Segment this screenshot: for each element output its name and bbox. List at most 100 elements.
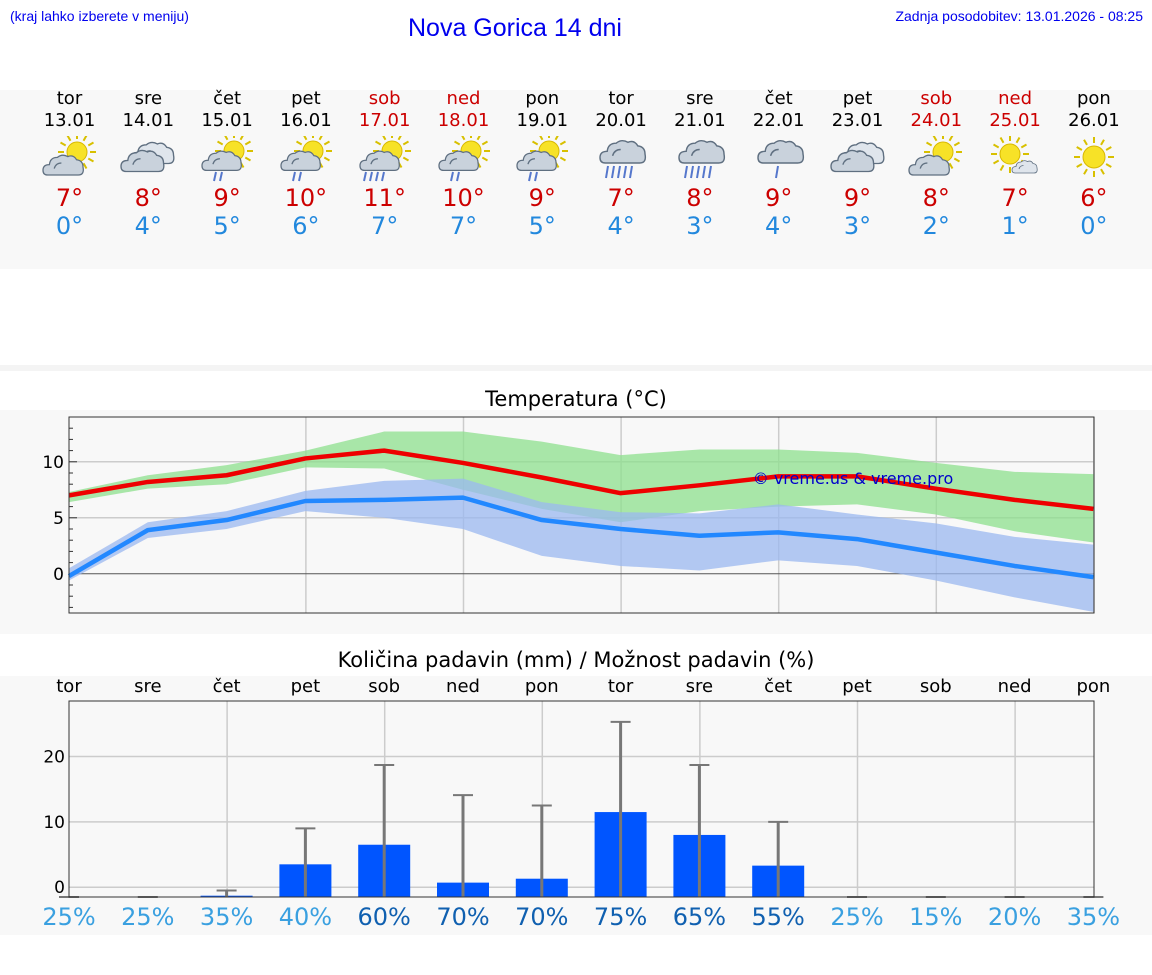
max-temperature: 8° (922, 184, 950, 212)
precip-probability: 35% (199, 903, 254, 931)
day-name: pon (525, 88, 560, 109)
daily-forecast-strip: tor 13.01 7° 0° sre 14.01 8° 4° čet 15.01 9° 5° p… (0, 88, 1152, 268)
day-forecast: ned 25.01 7° 1° (976, 88, 1055, 240)
max-temperature: 11° (363, 184, 406, 212)
day-date: 19.01 (516, 110, 569, 131)
partly-cloudy-icon (41, 136, 96, 176)
day-name: ned (446, 88, 481, 109)
day-date: 15.01 (201, 110, 253, 131)
day-name: čet (213, 88, 242, 109)
min-temperature-line (67, 495, 1094, 580)
max-temperature: 9° (213, 184, 241, 212)
day-forecast: čet 22.01 9° 4° (739, 88, 818, 240)
precip-day-label: pon (524, 676, 559, 697)
max-temperature: 9° (843, 184, 872, 212)
precip-day-label: pet (842, 676, 872, 697)
precip-day-label: čet (212, 676, 241, 697)
precip-day-label: pet (290, 676, 321, 697)
day-date: 25.01 (989, 110, 1041, 131)
plot-frame (68, 416, 1095, 614)
day-forecast: čet 15.01 9° 5° (188, 88, 267, 240)
min-temperature: 4° (607, 212, 635, 240)
precip-probability: 65% (672, 903, 727, 931)
sun-cloud-light-rain-icon (201, 136, 254, 182)
max-temperature: 10° (284, 184, 328, 212)
day-date: 21.01 (674, 110, 726, 131)
sun-icon (1073, 137, 1114, 177)
precip-day-label: pon (1076, 676, 1111, 697)
max-temperature: 8° (686, 184, 714, 212)
temperature-chart: 0 5 10 © vreme.us & vreme.pro (42, 416, 1095, 614)
precip-probability: 70% (436, 903, 490, 931)
min-temperature: 1° (1001, 212, 1029, 240)
precip-probability: 15% (909, 903, 963, 931)
max-temperature-line (68, 448, 1094, 512)
min-temperature: 5° (213, 212, 241, 240)
cloud-rain-icon (599, 140, 647, 179)
day-date: 14.01 (122, 110, 175, 131)
precip-probability: 25% (42, 903, 96, 931)
precip-day-label: čet (764, 676, 793, 697)
day-name: ned (998, 88, 1033, 109)
min-temperature: 3° (686, 212, 714, 240)
precip-day-label: ned (997, 676, 1032, 697)
watermark: © vreme.us & vreme.pro (753, 469, 954, 488)
precip-day-label: sob (919, 676, 952, 697)
max-temperature: 7° (1001, 184, 1029, 212)
day-forecast: sob 17.01 11° 7° (345, 88, 424, 240)
plot-frame (68, 700, 1095, 898)
day-name: pon (1076, 88, 1111, 109)
plot-area (69, 701, 1094, 897)
day-forecast: pet 16.01 10° 6° (266, 88, 345, 240)
sun-cloud-light-rain-icon (437, 136, 490, 182)
day-name: sob (920, 88, 953, 109)
min-temperature: 4° (134, 212, 162, 240)
y-tick-label: 5 (53, 509, 64, 529)
day-date: 18.01 (437, 110, 490, 131)
day-name: sre (686, 88, 714, 109)
last-update-label: Zadnja posodobitev: 13.01.2026 - 08:25 (895, 8, 1143, 24)
precip-day-label: ned (446, 676, 480, 697)
day-name: tor (56, 88, 83, 109)
precip-probability: 20% (987, 903, 1042, 931)
sun-cloud-light-rain-icon (516, 136, 569, 182)
day-forecast: pet 23.01 9° 3° (818, 88, 897, 240)
day-date: 26.01 (1068, 110, 1120, 131)
max-temperature: 6° (1080, 184, 1108, 212)
min-temperature: 5° (528, 212, 556, 240)
precip-probability: 55% (751, 903, 805, 931)
day-date: 17.01 (358, 110, 411, 131)
divider-band (0, 365, 1152, 371)
precip-probability: 25% (121, 903, 175, 931)
cloud-rain-icon (678, 140, 725, 179)
max-temperature: 9° (528, 184, 556, 212)
precip-probability: 35% (1066, 903, 1121, 931)
day-name: pet (291, 88, 321, 109)
day-date: 20.01 (595, 110, 647, 131)
page-title: Nova Gorica 14 dni (407, 14, 622, 42)
min-temperature: 4° (765, 212, 793, 240)
precip-day-label: tor (607, 676, 634, 697)
precip-day-label: tor (56, 676, 82, 697)
min-temperature: 3° (843, 212, 872, 240)
y-tick-label: 10 (43, 813, 65, 833)
day-forecast: ned 18.01 10° 7° (424, 88, 503, 240)
sun-cloud-rain-icon (359, 136, 411, 182)
y-tick-label: 20 (43, 748, 65, 768)
precip-probability: 40% (278, 903, 333, 931)
day-date: 13.01 (43, 110, 96, 131)
y-tick-label: 10 (42, 453, 64, 473)
min-range-band (69, 478, 1094, 612)
forecast-band (0, 90, 1152, 269)
precip-day-label: sre (134, 676, 162, 697)
min-temperature: 7° (449, 212, 478, 240)
location-menu-hint: (kraj lahko izberete v meniju) (10, 8, 189, 24)
day-forecast: pon 19.01 9° 5° (503, 88, 582, 240)
day-date: 23.01 (831, 110, 884, 131)
max-temperature: 7° (55, 184, 84, 212)
day-forecast: tor 13.01 7° 0° (30, 88, 109, 240)
cloudy-icon (120, 141, 175, 173)
precipitation-chart: 0 10 20 (43, 700, 1104, 898)
max-temperature: 7° (607, 184, 635, 212)
day-forecast: sob 24.01 8° 2° (897, 88, 976, 240)
